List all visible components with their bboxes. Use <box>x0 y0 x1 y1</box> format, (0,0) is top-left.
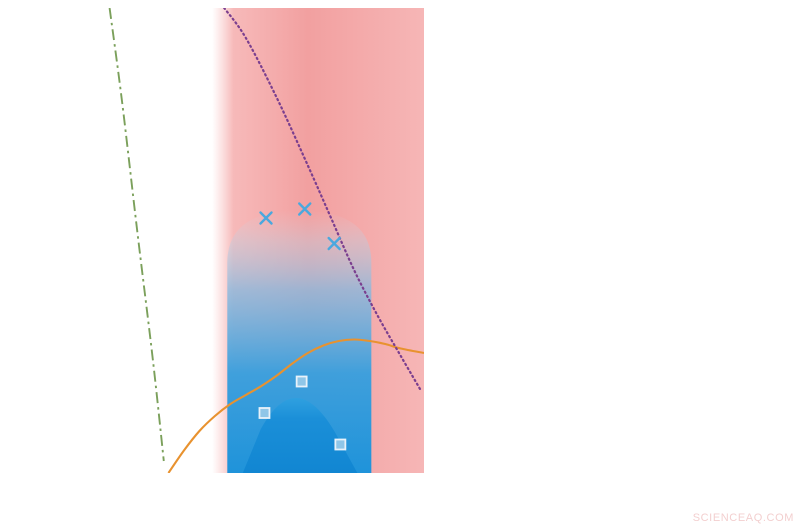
region-static-3d-cdw <box>242 397 358 473</box>
markers-t3d <box>258 375 347 451</box>
markers-tqc <box>259 202 341 251</box>
watermark: SCIENCEAQ.COM <box>692 512 794 524</box>
marker-tqc <box>327 236 341 251</box>
panel-a-plot-area <box>91 8 424 473</box>
marker-tqc <box>298 202 312 216</box>
curve-tn <box>108 8 165 462</box>
marker-t3d <box>258 407 271 419</box>
marker-t3d <box>334 438 347 451</box>
marker-t3d <box>295 375 308 388</box>
curve-tc <box>167 338 424 473</box>
marker-tqc <box>259 211 273 225</box>
panel-a <box>91 8 424 473</box>
curve-t-star <box>223 8 422 392</box>
